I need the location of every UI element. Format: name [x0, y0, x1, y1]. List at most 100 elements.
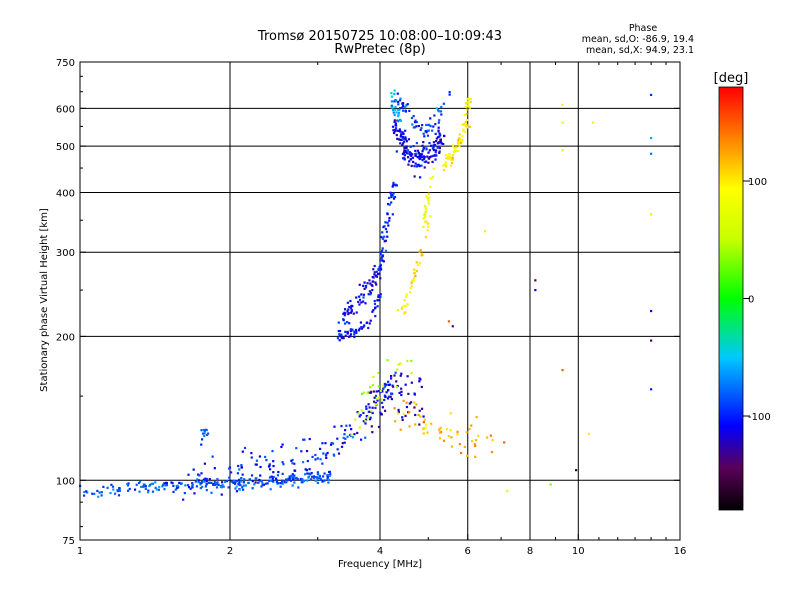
echo-point-6-35	[407, 163, 410, 166]
echo-point-3-16	[358, 298, 362, 301]
echo-point-3-0	[371, 288, 374, 292]
echo-point-1-140	[336, 437, 339, 440]
echo-point-10-29	[413, 271, 416, 275]
isolated-point-6	[561, 103, 564, 106]
echo-point-10-34	[413, 268, 416, 271]
echo-point-14-22	[474, 455, 477, 458]
echo-point-13-5	[464, 102, 467, 105]
echo-point-0-59	[213, 480, 216, 484]
echo-point-3-26	[346, 310, 349, 313]
echo-point-1-115	[276, 474, 279, 477]
echo-point-6-168	[419, 176, 422, 179]
echo-point-1-68	[274, 477, 278, 480]
echo-point-0-93	[194, 480, 197, 483]
echo-point-3-40	[362, 300, 365, 303]
echo-point-14-26	[471, 440, 474, 443]
echo-point-0-31	[97, 495, 100, 498]
echo-point-0-85	[154, 486, 157, 489]
echo-point-12-37	[468, 125, 472, 128]
echo-point-1-118	[198, 474, 201, 477]
echo-point-7-10	[419, 128, 422, 131]
echo-point-14-38	[422, 432, 425, 435]
echo-point-1-57	[326, 451, 329, 455]
echo-point-12-47	[451, 158, 454, 161]
isolated-point-7	[561, 121, 564, 124]
echo-point-9-42	[410, 381, 413, 384]
echo-point-1-113	[203, 462, 206, 465]
echo-point-6-119	[412, 144, 415, 148]
echo-point-3-29	[351, 304, 354, 308]
echo-point-3-28	[362, 296, 365, 299]
echo-point-9-4	[413, 406, 416, 409]
echo-point-0-140	[286, 479, 289, 482]
echo-point-14-33	[447, 435, 450, 438]
echo-point-9-19	[418, 423, 421, 426]
echo-point-0-159	[272, 480, 275, 483]
echo-point-0-240	[294, 477, 297, 480]
echo-point-10-3	[412, 277, 416, 280]
echo-point-7-2	[429, 125, 432, 128]
echo-point-1-44	[304, 468, 307, 471]
echo-point-4-42	[367, 326, 370, 330]
echo-point-0-187	[283, 481, 287, 484]
echo-point-9-35	[404, 414, 407, 417]
echo-point-10-5	[426, 225, 430, 228]
echo-point-5-48	[386, 213, 389, 216]
echo-point-6-121	[432, 145, 435, 148]
echo-point-0-126	[142, 485, 145, 488]
echo-point-1-126	[337, 452, 341, 455]
echo-point-4-25	[357, 329, 361, 332]
echo-point-12-3	[458, 133, 461, 136]
echo-point-0-115	[96, 489, 99, 493]
echo-point-1-22	[364, 422, 367, 425]
echo-point-3-15	[363, 281, 366, 284]
echo-point-6-154	[393, 130, 396, 133]
isolated-point-17	[650, 309, 653, 313]
echo-point-9-41	[386, 389, 390, 392]
echo-point-14-53	[402, 412, 405, 415]
echo-point-1-51	[263, 455, 267, 459]
echo-point-0-246	[238, 478, 241, 481]
echo-point-1-141	[182, 498, 185, 501]
echo-point-0-145	[268, 479, 271, 483]
echo-point-13-4	[466, 100, 469, 103]
echo-point-1-12	[302, 438, 305, 441]
echo-point-15-15	[379, 389, 382, 392]
echo-point-1-137	[272, 460, 275, 463]
echo-point-0-72	[217, 483, 220, 486]
echo-point-3-5	[357, 300, 360, 304]
echo-point-0-177	[172, 490, 175, 494]
echo-point-9-8	[418, 380, 421, 383]
echo-point-9-2	[398, 391, 401, 395]
echo-point-4-51	[360, 326, 363, 329]
echo-point-12-52	[459, 141, 463, 145]
echo-point-1-46	[305, 449, 309, 453]
echo-point-11-10	[423, 214, 427, 217]
echo-point-3-49	[338, 329, 342, 333]
echo-point-6-28	[413, 175, 416, 178]
echo-point-15-9	[369, 386, 372, 389]
echo-point-12-29	[463, 113, 466, 117]
grid-lines	[80, 62, 680, 540]
echo-point-14-40	[477, 434, 480, 437]
echo-point-1-17	[321, 442, 324, 445]
echo-point-9-25	[381, 406, 384, 409]
echo-point-6-67	[433, 143, 437, 147]
echo-point-3-37	[358, 283, 361, 286]
echo-point-12-2	[462, 129, 465, 132]
x-tick-label-2: 2	[227, 546, 233, 557]
chart-subtitle: RwPretec (8p)	[334, 42, 425, 57]
echo-point-0-257	[158, 485, 161, 489]
echo-point-7-21	[432, 125, 435, 128]
echo-point-6-17	[399, 138, 402, 141]
echo-point-15-21	[371, 384, 374, 387]
echo-point-9-5	[383, 409, 387, 412]
echo-point-14-12	[399, 428, 402, 431]
echo-point-12-32	[444, 165, 448, 168]
echo-point-7-59	[431, 129, 434, 132]
echo-point-0-123	[297, 486, 300, 489]
echo-point-6-24	[401, 152, 405, 155]
echo-point-10-31	[419, 249, 422, 252]
echo-point-1-98	[364, 418, 368, 421]
echo-point-5-29	[387, 196, 391, 200]
